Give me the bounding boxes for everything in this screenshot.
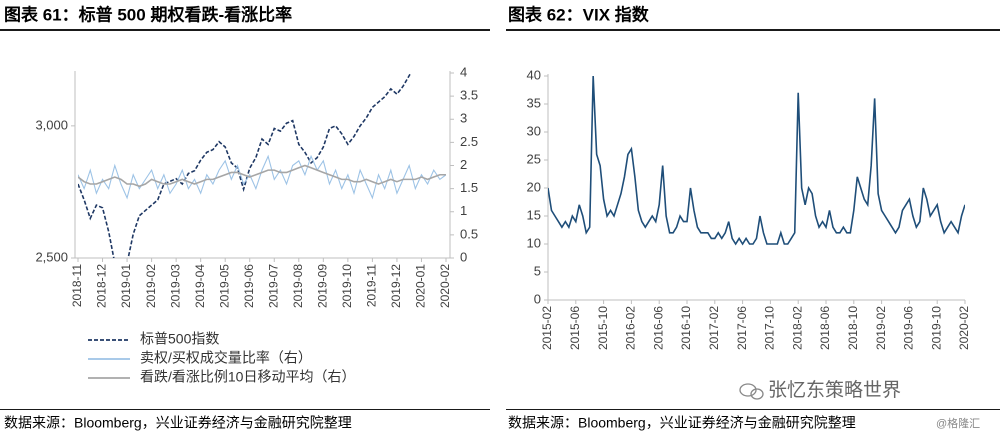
y-tick-label: 3,000 [35, 117, 68, 132]
watermark-icon [739, 383, 764, 400]
series-line [548, 75, 965, 246]
x-tick-label: 2019-10 [340, 264, 354, 308]
x-tick-label: 2019-03 [168, 264, 182, 308]
x-tick-label: 2016-10 [679, 306, 693, 350]
watermark-site: @格隆汇 [936, 416, 980, 430]
y-tick-label: 5 [534, 263, 541, 278]
x-tick-label: 2019-09 [316, 264, 330, 308]
y2-tick-label: 3.5 [460, 88, 478, 103]
x-tick-label: 2019-07 [266, 264, 280, 308]
y2-tick-label: 4 [460, 64, 467, 79]
x-tick-label: 2015-02 [540, 306, 554, 350]
y-tick-label: 20 [527, 179, 541, 194]
y-tick-label: 2,500 [35, 249, 68, 264]
y2-tick-label: 0 [460, 249, 467, 264]
x-tick-label: 2019-11 [365, 264, 379, 307]
y2-tick-label: 0.5 [460, 226, 478, 241]
legend-label: 看跌/看涨比例10日移动平均（右） [140, 369, 355, 385]
y-tick-label: 25 [527, 151, 541, 166]
y2-tick-label: 3 [460, 111, 467, 126]
x-tick-label: 2019-12 [389, 264, 403, 308]
y2-tick-label: 1.5 [460, 180, 478, 195]
y-tick-label: 35 [527, 95, 541, 110]
x-tick-label: 2019-08 [291, 264, 305, 308]
x-tick-label: 2016-06 [651, 306, 665, 350]
x-tick-label: 2018-06 [818, 306, 832, 350]
plots: 2,500 3,000 0 0.5 1 1.5 2 2.5 3 3.5 4 2018-11 2018-1… [35, 64, 971, 385]
x-tick-label: 2017-06 [735, 306, 749, 350]
plot-area [78, 73, 446, 258]
x-tick-label: 2018-02 [790, 306, 804, 350]
x-tick-label: 2017-02 [707, 306, 721, 350]
x-tick-label: 2019-05 [217, 264, 231, 308]
x-tick-label: 2019-10 [929, 306, 943, 350]
x-tick-label: 2019-06 [902, 306, 916, 350]
x-tick-label: 2019-06 [242, 264, 256, 308]
legend-label: 卖权/买权成交量比率（右） [140, 350, 312, 366]
x-tick-label: 2015-06 [568, 306, 582, 350]
y-tick-label: 10 [527, 235, 541, 250]
y2-tick-label: 1 [460, 203, 467, 218]
plot-area [548, 75, 965, 246]
x-tick-label: 2018-10 [846, 306, 860, 350]
y-tick-label: 0 [534, 291, 541, 306]
y-tick-label: 30 [527, 123, 541, 138]
x-tick-label: 2016-02 [624, 306, 638, 350]
chart-title: 图表 62：VIX 指数 [508, 4, 650, 24]
series-line [78, 164, 446, 188]
x-tick-label: 2018-11 [70, 264, 84, 307]
series-line [78, 154, 446, 200]
x-tick-label: 2019-02 [144, 264, 158, 308]
x-tick-label: 2019-04 [193, 264, 207, 308]
x-tick-label: 2019-01 [119, 264, 133, 308]
y2-tick-label: 2.5 [460, 134, 478, 149]
x-tick-label: 2020-02 [957, 306, 971, 350]
source: 数据来源：Bloomberg，兴业证券经济与金融研究院整理 [4, 415, 352, 431]
series-line [78, 73, 412, 258]
watermark: 张忆东策略世界 [768, 379, 901, 401]
y-tick-label: 15 [527, 207, 541, 222]
source-rule [0, 409, 490, 410]
x-tick-label: 2018-12 [95, 264, 109, 308]
y-tick-label: 40 [527, 67, 541, 82]
title-rule [0, 29, 490, 31]
x-tick-label: 2017-10 [763, 306, 777, 350]
x-tick-label: 2020-01 [414, 264, 428, 308]
chart-title: 图表 61：标普 500 期权看跌-看涨比率 [4, 4, 292, 24]
x-tick-label: 2015-10 [596, 306, 610, 350]
y2-tick-label: 2 [460, 157, 467, 172]
legend-label: 标普500指数 [140, 331, 219, 347]
source: 数据来源：Bloomberg，兴业证券经济与金融研究院整理 [508, 415, 856, 431]
source-rule [506, 409, 1000, 410]
x-tick-label: 2020-02 [438, 264, 452, 308]
title-rule [506, 29, 1000, 31]
x-tick-label: 2019-02 [874, 306, 888, 350]
